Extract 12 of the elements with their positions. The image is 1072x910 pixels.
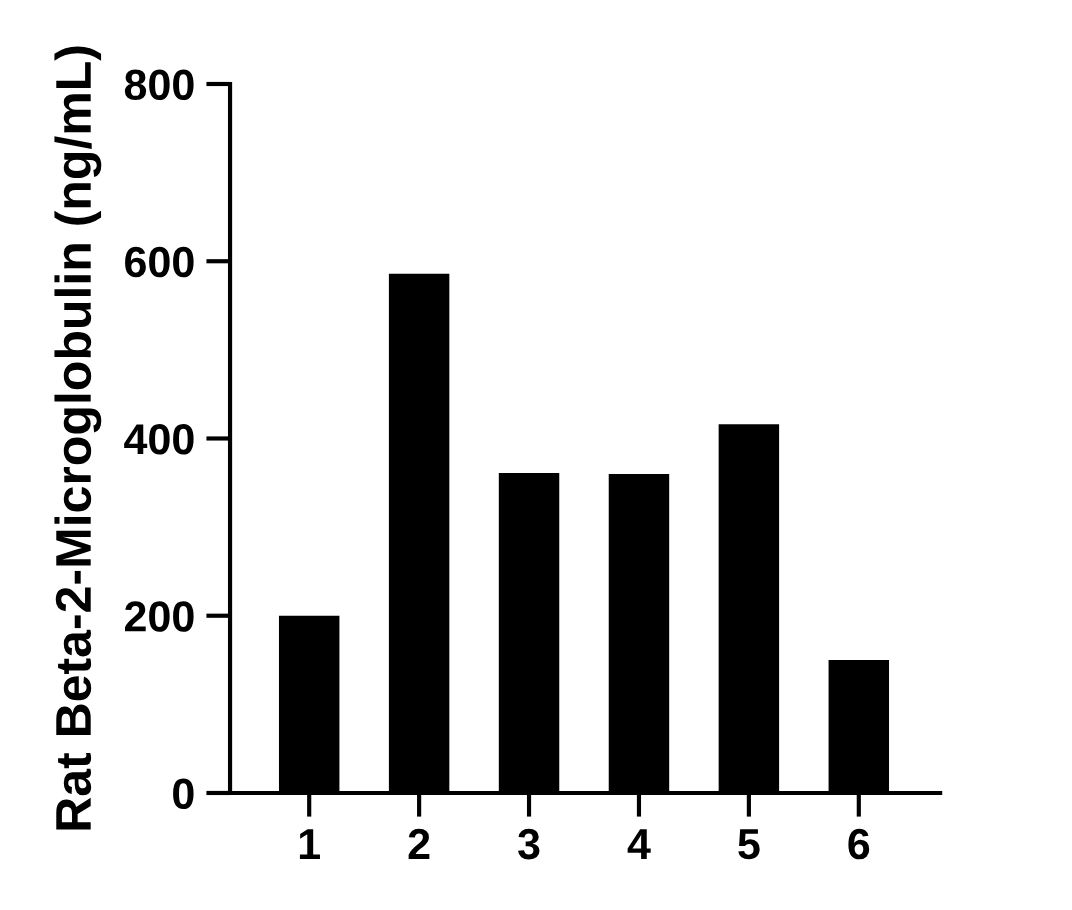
x-tick-label: 4 [627, 829, 651, 859]
x-tick-label: 1 [299, 829, 320, 859]
x-tick-label: 5 [738, 829, 760, 860]
y-tick-label: 400 [124, 424, 194, 455]
x-tick-label: 6 [848, 828, 870, 860]
y-tick-label: 0 [173, 778, 194, 809]
y-tick-label: 200 [124, 601, 194, 632]
y-tick-label: 600 [125, 246, 194, 278]
y-tick-label: 800 [124, 69, 194, 101]
x-tick-label: 2 [408, 828, 430, 859]
x-tick-label: 3 [518, 828, 540, 860]
y-axis-title: Rat Beta-2-Microglobulin (ng/mL) [54, 46, 102, 830]
